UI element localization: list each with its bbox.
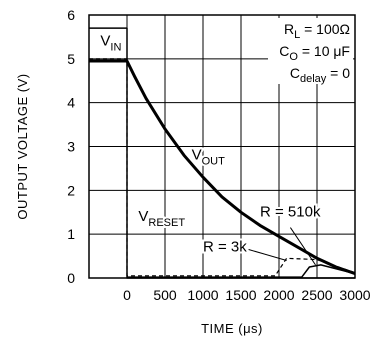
legend-bg: [268, 18, 353, 84]
annotation-4: R = 3k: [203, 239, 247, 256]
x-tick-label: 2500: [301, 287, 332, 303]
x-tick-label: 2000: [263, 287, 294, 303]
y-tick-label: 3: [67, 139, 75, 155]
y-axis-label: OUTPUT VOLTAGE (V): [15, 73, 30, 219]
series-line-1: [89, 59, 356, 276]
x-tick-label: 1500: [225, 287, 256, 303]
series-lines: [89, 27, 356, 279]
legend-item-0: RL = 100Ω: [284, 21, 350, 41]
legend-item-2: Cdelay = 0: [290, 65, 350, 85]
leader-line-510k: [289, 227, 316, 266]
x-tick-label: 3000: [339, 287, 370, 303]
series-line-3: [127, 264, 356, 278]
annotation-3: R = 510k: [260, 204, 321, 221]
x-tick-label: 0: [123, 287, 131, 303]
leader-line-3k: [248, 249, 287, 261]
x-tick-label: 1000: [187, 287, 218, 303]
annotation-2: VRESET: [138, 208, 185, 229]
y-tick-label: 4: [67, 95, 75, 111]
y-tick-label: 0: [67, 270, 75, 286]
annotation-0: VIN: [100, 33, 121, 54]
series-line-0: [89, 27, 355, 279]
annotation-1: VOUT: [192, 147, 226, 168]
x-axis-label: TIME (μs): [201, 321, 263, 336]
y-tick-label: 6: [67, 7, 75, 23]
tick-labels: 0 500 1000 1500 2000 2500 3000 0 1 2 3 4 5 6: [67, 7, 371, 303]
y-tick-label: 1: [67, 226, 75, 242]
x-tick-label: 500: [153, 287, 177, 303]
y-tick-label: 2: [67, 182, 75, 198]
y-tick-label: 5: [67, 51, 75, 67]
series-line-2: [89, 58, 356, 277]
